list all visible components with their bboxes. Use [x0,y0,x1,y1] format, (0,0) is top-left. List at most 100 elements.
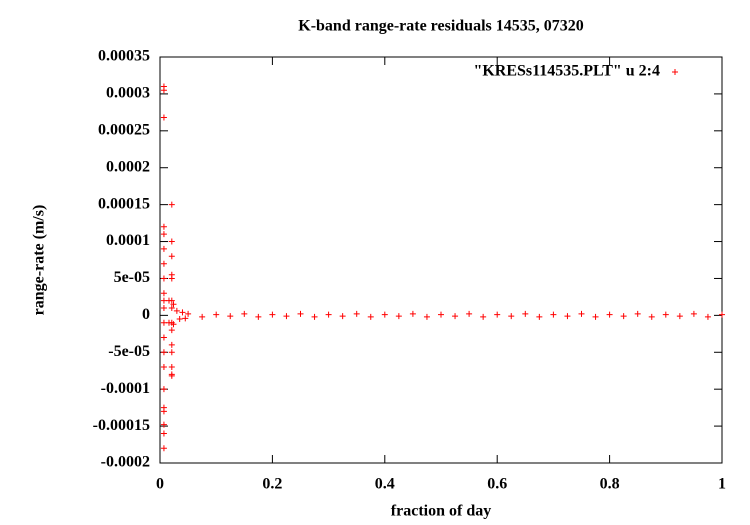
point [339,313,346,320]
point [160,421,167,428]
point [719,311,725,318]
point [160,445,167,452]
point [168,364,175,371]
y-tick-label: 5e-05 [114,269,150,286]
point [168,253,175,260]
legend-label: "KRESs114535.PLT" u 2:4 [473,63,660,80]
point [438,311,444,318]
point [160,260,167,267]
point [550,311,557,318]
y-tick-label: 0.0001 [106,232,150,249]
point [395,313,402,320]
point [170,301,177,308]
point [648,313,655,320]
point [185,310,192,317]
point [160,231,167,238]
point [662,311,669,318]
point [494,311,501,318]
point [480,313,487,320]
point [255,313,262,320]
point [213,311,220,318]
point [160,290,167,297]
x-tick-label: 0.2 [262,476,282,493]
legend-marker [672,69,678,75]
y-tick-label: 0.00035 [98,48,150,65]
y-tick-label: -0.0002 [101,454,150,471]
x-tick-label: 0.8 [600,476,620,493]
point [606,311,613,318]
point [620,313,627,320]
y-tick-label: 0.0003 [106,85,150,102]
point [168,304,175,311]
y-tick-label: -5e-05 [108,343,150,360]
point [168,201,175,208]
point [578,310,585,317]
point [168,349,175,356]
y-tick-label: -0.00015 [93,417,150,434]
point [176,316,183,323]
point [367,313,374,320]
point [199,313,206,320]
x-axis-label: fraction of day [391,503,491,520]
point [297,310,304,317]
point [466,310,473,317]
point [168,341,175,348]
point [381,311,388,318]
point [452,313,459,320]
point [704,313,711,320]
point [311,313,318,320]
point [160,304,167,311]
point [241,310,248,317]
point [160,408,167,415]
point [160,364,167,371]
point [160,430,167,437]
point [160,297,167,304]
point [423,313,430,320]
point [283,313,290,320]
point [160,223,167,230]
point [168,372,175,379]
point [160,334,167,341]
point [173,307,180,314]
point [168,238,175,245]
x-tick-label: 1 [718,476,726,493]
y-tick-label: 0.0002 [106,158,150,175]
x-tick-label: 0.4 [375,476,395,493]
point [168,327,175,334]
point [160,114,167,121]
y-tick-label: 0.00015 [98,195,150,212]
point [227,313,234,320]
point [409,310,416,317]
point [353,310,360,317]
point [182,315,189,322]
point [564,313,571,320]
plot-frame [159,56,723,464]
point [592,313,599,320]
point [165,319,172,326]
point [676,313,683,320]
point [170,321,177,328]
point [536,313,543,320]
y-tick-label: 0.00025 [98,121,150,138]
point [508,313,515,320]
point [165,297,172,304]
point [269,311,276,318]
x-tick-label: 0.6 [487,476,507,493]
chart-title: K-band range-rate residuals 14535, 07320 [298,18,583,35]
point [634,310,641,317]
point [160,83,167,90]
point [160,245,167,252]
point [160,275,167,282]
point [179,309,186,316]
point [168,275,175,282]
y-tick-label: 0 [142,306,150,323]
point [160,319,167,326]
point [522,310,529,317]
x-tick-label: 0 [156,476,164,493]
y-axis-label: range-rate (m/s) [31,205,48,316]
y-tick-label: -0.0001 [101,380,150,397]
point [160,386,167,393]
point [690,310,697,317]
